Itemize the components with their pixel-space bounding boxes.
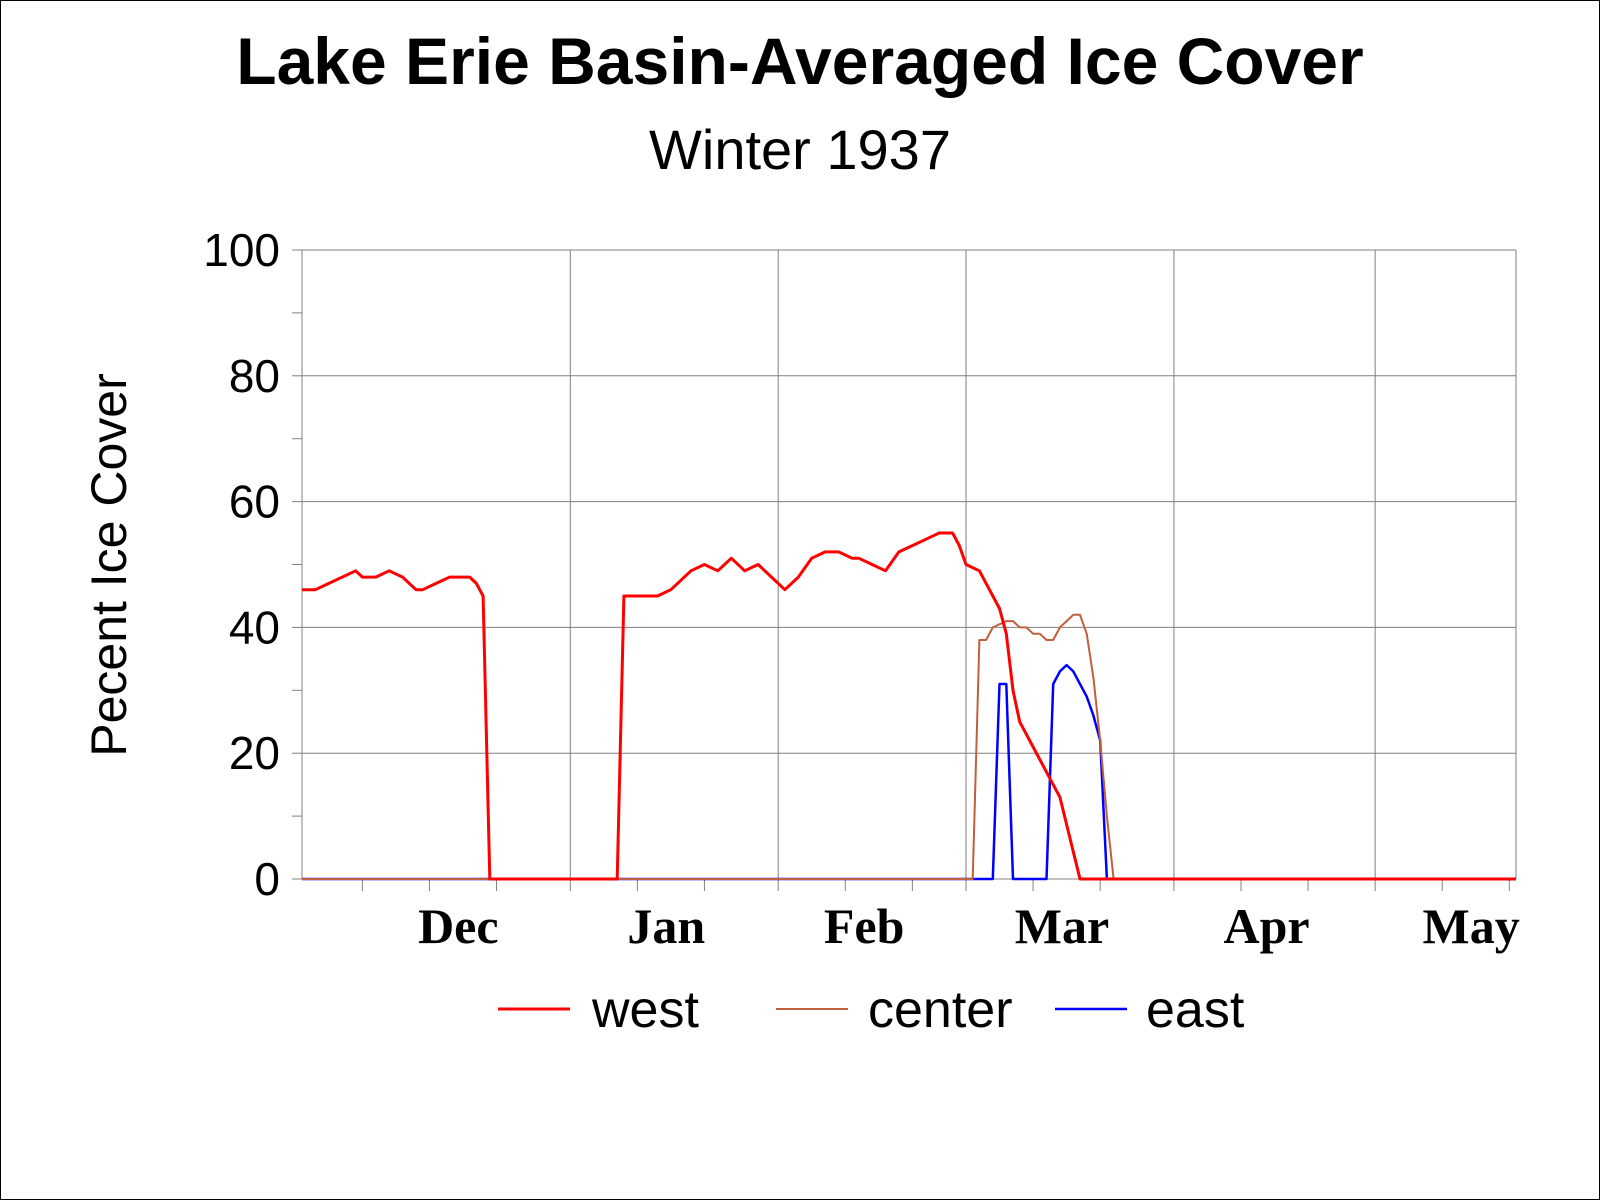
y-tick-label: 20 <box>229 727 280 779</box>
x-tick-label-dec: Dec <box>418 898 499 954</box>
chart-title: Lake Erie Basin-Averaged Ice Cover <box>236 24 1364 98</box>
y-tick-label: 60 <box>229 476 280 528</box>
y-tick-label: 40 <box>229 601 280 653</box>
y-tick-label: 100 <box>203 224 280 276</box>
chart-subtitle: Winter 1937 <box>649 118 951 181</box>
series-line-center <box>302 613 1516 880</box>
x-tick-label-apr: Apr <box>1223 898 1309 954</box>
legend-label-center: center <box>868 981 1013 1039</box>
x-tick-label-mar: Mar <box>1015 898 1109 954</box>
x-tick-label-jan: Jan <box>627 898 705 954</box>
y-tick-label: 0 <box>254 853 280 905</box>
legend-label-west: west <box>591 981 699 1039</box>
series-line-west <box>302 531 1516 881</box>
legend-label-east: east <box>1146 981 1245 1039</box>
series-lines <box>302 531 1516 881</box>
x-tick-label-may: May <box>1423 898 1520 954</box>
y-tick-label: 80 <box>229 350 280 402</box>
grid <box>302 249 1516 879</box>
legend: west center east <box>498 981 1245 1039</box>
x-tick-label-feb: Feb <box>824 898 905 954</box>
y-axis-label: Pecent Ice Cover <box>81 373 137 757</box>
axes: 0 20 40 60 80 100 Dec Jan Feb Mar Apr May <box>203 224 1519 954</box>
